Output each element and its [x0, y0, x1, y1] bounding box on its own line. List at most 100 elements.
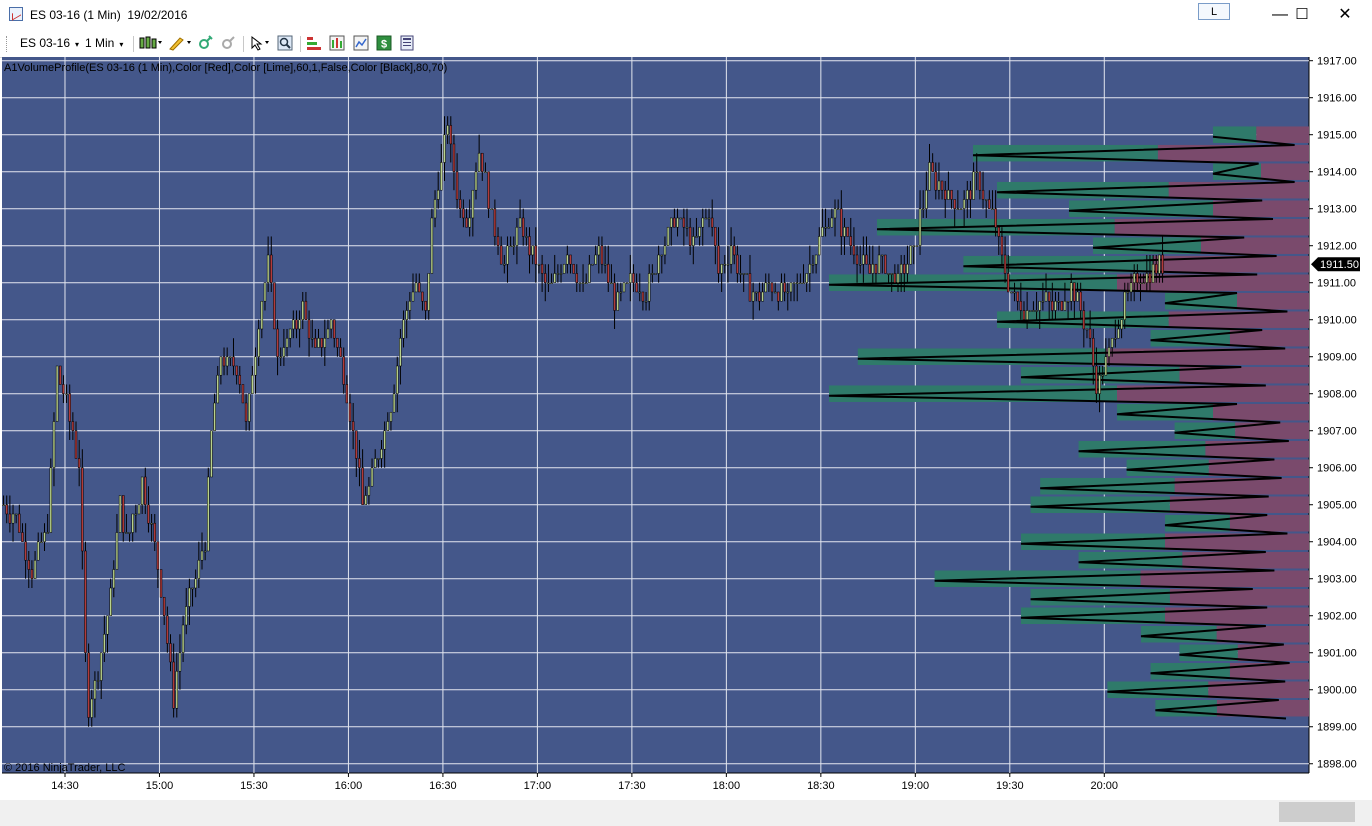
candle-down	[736, 254, 739, 274]
toolbar-grip-icon[interactable]	[6, 36, 9, 52]
candle-up	[647, 273, 651, 302]
candle-up	[1025, 310, 1029, 320]
profile-bar-down	[1208, 681, 1309, 698]
candle-up	[251, 374, 254, 394]
profile-bar-down	[1174, 477, 1309, 495]
candle-down	[348, 402, 352, 422]
crosshair-icon[interactable]	[197, 35, 213, 51]
candle-up	[799, 282, 802, 284]
candle-up	[591, 263, 594, 266]
instrument-selector[interactable]: ES 03-16 ▾	[20, 36, 79, 50]
candle-up	[109, 587, 112, 616]
candle-up	[266, 254, 270, 283]
candle-down	[358, 458, 361, 468]
candle-up	[1120, 319, 1123, 330]
candle-up	[956, 208, 960, 210]
strategies-icon[interactable]	[329, 35, 345, 51]
indicators-icon[interactable]	[306, 35, 322, 51]
candle-down	[1016, 291, 1019, 302]
candle-down	[849, 236, 852, 246]
profile-bar-down	[1229, 662, 1309, 680]
candle-up	[197, 559, 201, 579]
candle-up	[468, 217, 471, 228]
candle-down	[361, 467, 364, 505]
price-axis[interactable]	[1309, 57, 1372, 773]
candle-down	[969, 189, 972, 200]
candle-up	[808, 263, 812, 274]
candle-down	[336, 337, 339, 348]
candle-down	[27, 559, 30, 570]
profile-bar-down	[1168, 311, 1309, 328]
candle-up	[701, 217, 704, 228]
candle-down	[5, 504, 8, 515]
candle-down	[241, 384, 245, 404]
candle-up	[377, 458, 380, 460]
candle-up	[644, 300, 648, 303]
candle-down	[1136, 273, 1139, 283]
candle-up	[1035, 310, 1038, 312]
profile-bar-down	[1205, 440, 1309, 458]
candle-up	[1057, 300, 1060, 303]
horizontal-scrollbar[interactable]	[0, 800, 1372, 826]
candle-up	[408, 300, 412, 311]
pointer-icon[interactable]	[249, 35, 273, 51]
profile-bar-down	[1114, 218, 1309, 236]
candle-down	[1088, 328, 1092, 339]
candle-up	[1142, 282, 1145, 284]
candle-up	[755, 291, 758, 294]
candle-up	[279, 356, 282, 358]
candle-down	[1003, 254, 1007, 274]
candle-up	[616, 291, 619, 311]
candle-up	[1110, 337, 1114, 348]
zoom-out-icon[interactable]	[220, 35, 236, 51]
time-tick-labels: 14:30 15:00 15:30 16:00 16:30 17:00 17:30 18:00…	[51, 773, 1118, 792]
candle-up	[254, 356, 257, 376]
candle-down	[18, 513, 21, 533]
scrollbar-thumb[interactable]	[1279, 802, 1355, 822]
close-icon[interactable]: ✕	[1338, 6, 1352, 23]
candle-up	[185, 606, 188, 626]
candle-up	[386, 421, 390, 431]
candle-up	[877, 254, 881, 274]
price-tick-label: 1911.00	[1317, 278, 1356, 290]
candle-up	[966, 189, 969, 200]
candle-down	[981, 189, 985, 200]
time-tick-label: 15:00	[146, 780, 174, 792]
candle-up	[795, 282, 799, 284]
dollar-icon[interactable]: $	[376, 35, 392, 51]
time-axis[interactable]	[0, 773, 1372, 800]
toolbar-divider	[133, 36, 134, 52]
chart-properties-icon[interactable]	[353, 35, 369, 51]
candle-up	[745, 273, 749, 275]
candle-down	[540, 263, 544, 274]
price-chart[interactable]: 1917.00 1916.00 1915.00 1914.00 1913.00 1912.…	[0, 57, 1372, 800]
candle-up	[833, 208, 837, 219]
candle-down	[978, 171, 982, 191]
candle-up	[821, 226, 824, 237]
zoom-icon[interactable]	[277, 35, 293, 51]
price-tick-label: 1900.00	[1317, 685, 1357, 697]
candle-down	[994, 208, 997, 228]
candle-up	[188, 587, 191, 607]
candle-down	[714, 226, 717, 246]
candle-up	[1158, 254, 1161, 274]
price-tick-label: 1902.00	[1317, 611, 1357, 623]
candle-down	[77, 458, 81, 468]
candle-up	[396, 365, 399, 394]
chart-plot-area[interactable]	[2, 57, 1309, 773]
maximize-icon[interactable]: ☐	[1295, 6, 1309, 23]
minimize-icon[interactable]: —	[1272, 6, 1288, 23]
candle-down	[748, 273, 752, 302]
drawing-tool-icon[interactable]	[168, 35, 192, 51]
candle-down	[884, 254, 887, 274]
candle-up	[651, 273, 654, 275]
bar-type-icon[interactable]	[139, 35, 163, 51]
profile-bar-down	[1229, 329, 1309, 347]
candle-up	[2, 504, 5, 506]
link-button[interactable]: L	[1198, 3, 1230, 20]
candle-up	[203, 550, 207, 553]
data-box-icon[interactable]	[399, 35, 415, 51]
candle-up	[490, 208, 493, 210]
price-tick-label: 1917.00	[1317, 57, 1357, 68]
interval-selector[interactable]: 1 Min ▾	[85, 36, 123, 50]
